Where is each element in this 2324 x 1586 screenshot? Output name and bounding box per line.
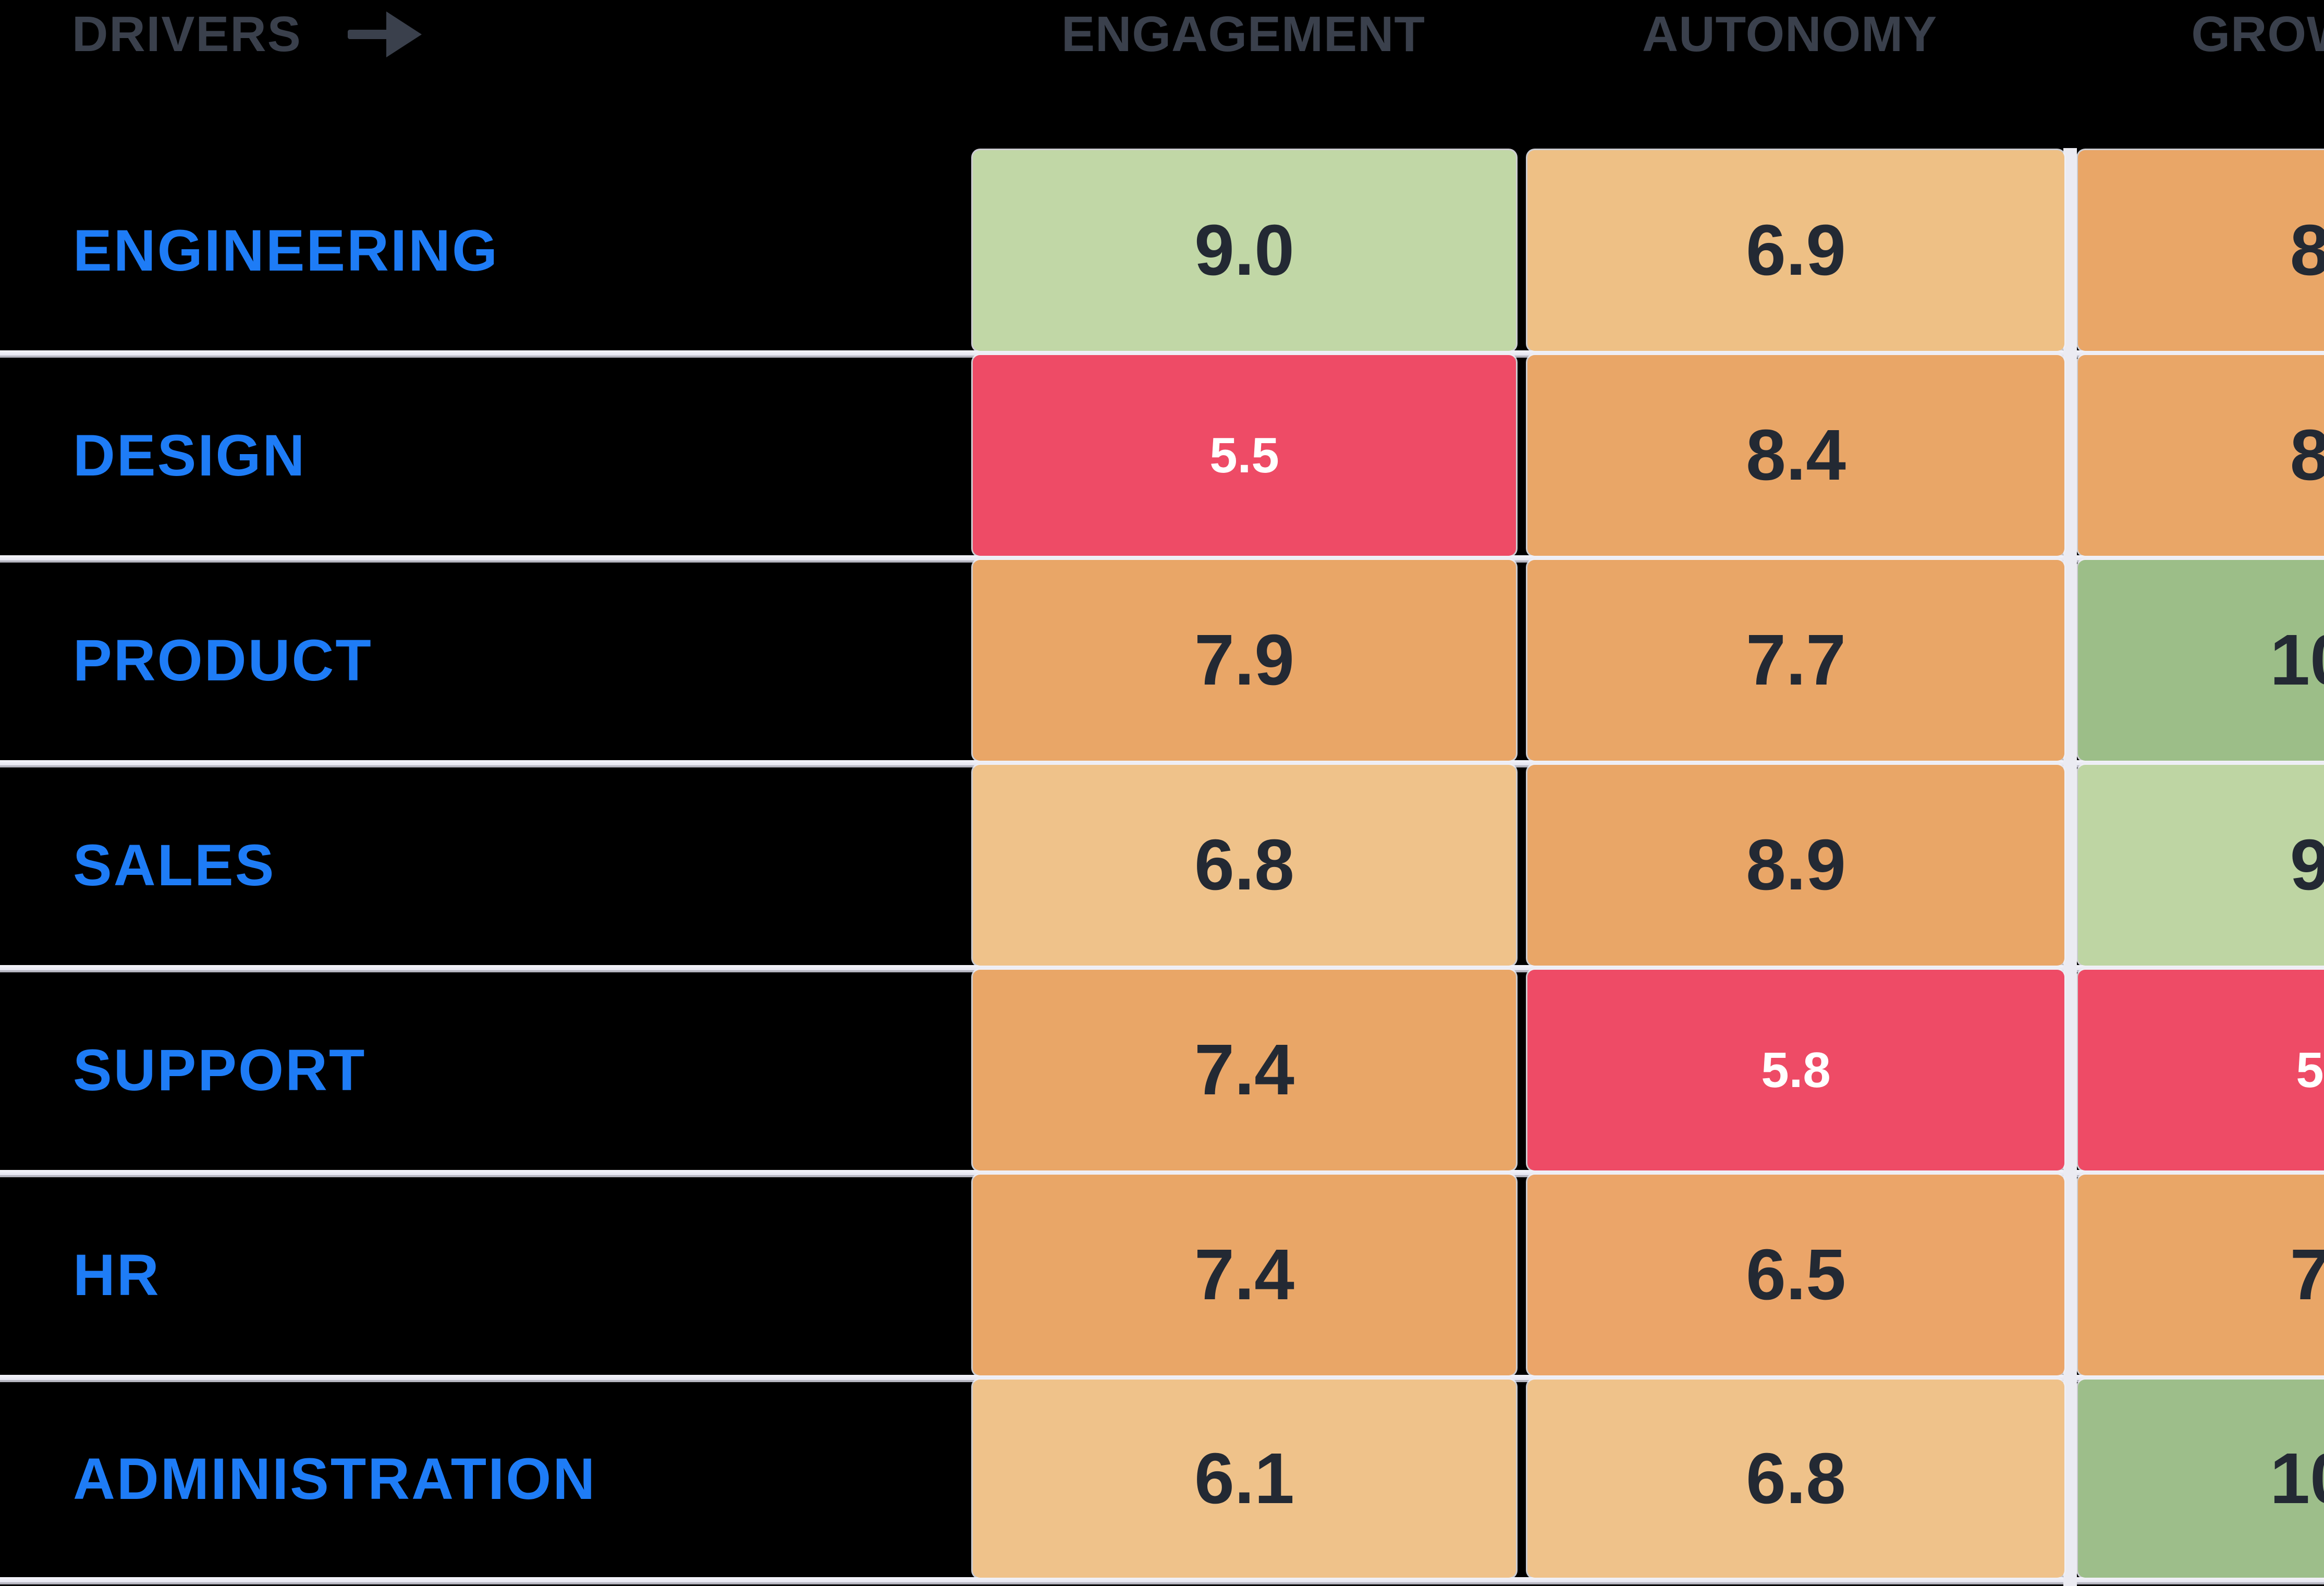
column-divider: [2063, 148, 2077, 1586]
heatmap-cell: 7: [2078, 1175, 2324, 1375]
heatmap-cell: 8: [2078, 355, 2324, 556]
heatmap-cell: 8: [2078, 150, 2324, 351]
column-header-growth: GROWTH: [2191, 6, 2324, 62]
heatmap-cell: 5: [2078, 970, 2324, 1170]
heatmap-cell: 6.5: [1527, 1175, 2064, 1375]
heatmap-cell: 5.8: [1527, 970, 2064, 1170]
row-label-sales: SALES: [73, 833, 276, 898]
heatmap-cell: 6.1: [973, 1380, 1516, 1578]
row-label-support: SUPPORT: [73, 1038, 366, 1103]
heatmap-cell: 9.0: [973, 150, 1516, 351]
heatmap-cell: 7.4: [973, 1175, 1516, 1375]
heatmap-cell: 5.5: [973, 355, 1516, 556]
drivers-label: DRIVERS: [72, 6, 302, 62]
right-arrow-icon: [347, 11, 422, 57]
heatmap-cell: 6.9: [1527, 150, 2064, 351]
row-label-design: DESIGN: [73, 423, 307, 488]
heatmap-cell: 8.4: [1527, 355, 2064, 556]
row-label-product: PRODUCT: [73, 628, 373, 693]
heatmap-cell: 8.9: [1527, 765, 2064, 966]
row-label-hr: HR: [73, 1242, 161, 1308]
heatmap-cell: 7.7: [1527, 560, 2064, 761]
heatmap-cell: 7.9: [973, 560, 1516, 761]
heatmap-cell: 7.4: [973, 970, 1516, 1170]
row-divider: [0, 1577, 2324, 1584]
heatmap-cell: 10: [2078, 1380, 2324, 1578]
heatmap-cell: 6.8: [973, 765, 1516, 966]
heatmap-cell: 6.8: [1527, 1380, 2064, 1578]
row-label-engineering: ENGINEERING: [73, 218, 499, 283]
drivers-header: DRIVERS: [72, 3, 424, 66]
heatmap-cell: 9: [2078, 765, 2324, 966]
heatmap-cell: 10: [2078, 560, 2324, 761]
row-label-administration: ADMINISTRATION: [73, 1446, 597, 1511]
column-header-engagement: ENGAGEMENT: [1061, 6, 1426, 62]
column-header-autonomy: AUTONOMY: [1642, 6, 1938, 62]
